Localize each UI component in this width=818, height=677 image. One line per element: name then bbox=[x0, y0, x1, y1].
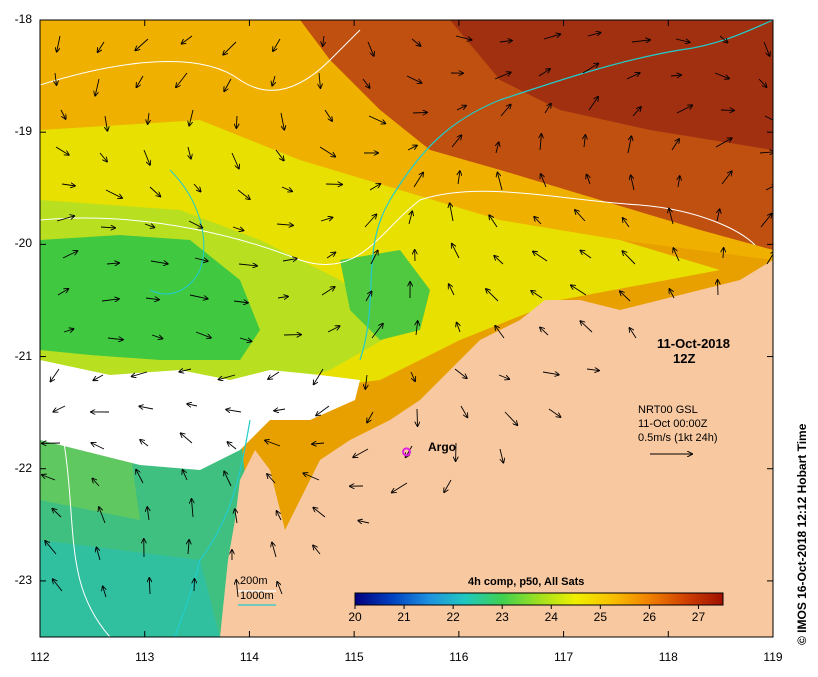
colorbar-title: 4h comp, p50, All Sats bbox=[468, 576, 584, 588]
current-datetime: 11-Oct 00:00Z bbox=[638, 418, 708, 430]
map-date: 11-Oct-2018 bbox=[657, 336, 730, 351]
colorbar-tick-label: 22 bbox=[443, 610, 463, 624]
colorbar-tick-label: 23 bbox=[492, 610, 512, 624]
colorbar-tick-label: 21 bbox=[394, 610, 414, 624]
lon-tick-label: 115 bbox=[334, 650, 374, 664]
current-source: NRT00 GSL bbox=[638, 404, 698, 416]
current-arrow bbox=[417, 409, 418, 426]
colorbar-tick-label: 20 bbox=[345, 610, 365, 624]
current-arrow bbox=[723, 248, 724, 258]
lon-tick-label: 119 bbox=[753, 650, 793, 664]
current-arrow bbox=[236, 116, 237, 128]
lat-tick-label: -23 bbox=[2, 573, 32, 587]
lat-tick-label: -20 bbox=[2, 236, 32, 250]
colorbar-tick-label: 24 bbox=[541, 610, 561, 624]
lon-tick-label: 116 bbox=[439, 650, 479, 664]
argo-label: Argo bbox=[428, 440, 456, 454]
current-scale: 0.5m/s (1kt 24h) bbox=[638, 432, 717, 444]
legend-1000m-label: 1000m bbox=[240, 590, 274, 602]
lat-tick-label: -21 bbox=[2, 349, 32, 363]
colorbar-tick-label: 25 bbox=[590, 610, 610, 624]
current-arrow bbox=[413, 112, 427, 113]
lon-tick-label: 118 bbox=[648, 650, 688, 664]
credit-text: © IMOS 16-Oct-2018 12:12 Hobart Time bbox=[795, 424, 809, 645]
lat-tick-label: -19 bbox=[2, 124, 32, 138]
colorbar-tick-label: 27 bbox=[688, 610, 708, 624]
lon-tick-label: 114 bbox=[229, 650, 269, 664]
lon-tick-label: 113 bbox=[125, 650, 165, 664]
colorbar-ramp bbox=[355, 593, 723, 605]
lon-tick-label: 117 bbox=[544, 650, 584, 664]
plot-area bbox=[40, 20, 781, 637]
lon-tick-label: 112 bbox=[20, 650, 60, 664]
lat-tick-label: -22 bbox=[2, 461, 32, 475]
colorbar-tick-label: 26 bbox=[639, 610, 659, 624]
legend-200m-label: 200m bbox=[240, 575, 268, 587]
map-time: 12Z bbox=[673, 351, 695, 366]
lat-tick-label: -18 bbox=[2, 12, 32, 26]
